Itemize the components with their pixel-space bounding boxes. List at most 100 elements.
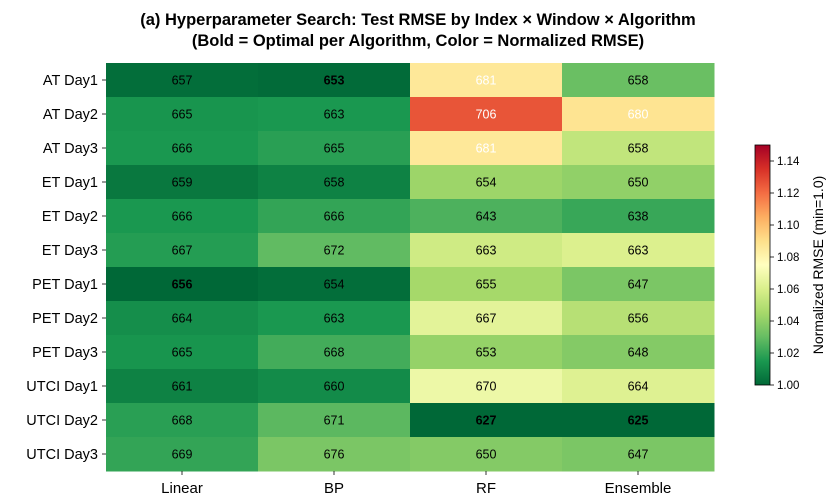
cell-value-label: 664	[628, 380, 649, 394]
colorbar-tick-label: 1.04	[777, 316, 800, 328]
row-label: UTCI Day2	[26, 413, 98, 429]
cell-value-label: 650	[628, 176, 649, 190]
heatmap-cell	[562, 63, 715, 98]
cell-value-label: 655	[476, 278, 497, 292]
heatmap-cell	[106, 335, 259, 370]
cell-value-label: 666	[172, 210, 193, 224]
heatmap-cell	[562, 403, 715, 438]
colorbar-tick-label: 1.12	[777, 188, 799, 200]
heatmap-cell	[258, 267, 411, 302]
row-label: AT Day2	[43, 107, 98, 123]
row-label: AT Day1	[43, 73, 98, 89]
heatmap-cell	[258, 403, 411, 438]
heatmap-cell	[106, 437, 259, 472]
colorbar-tick-label: 1.10	[777, 220, 799, 232]
cell-value-label: 668	[324, 346, 345, 360]
heatmap-cell	[562, 267, 715, 302]
heatmap-cell	[562, 335, 715, 370]
heatmap-cell	[562, 131, 715, 166]
cell-value-label: 656	[172, 278, 193, 292]
column-labels: Linear BP RF Ensemble	[161, 471, 671, 497]
heatmap-cell	[410, 165, 563, 200]
chart-title: (a) Hyperparameter Search: Test RMSE by …	[140, 11, 695, 29]
cell-value-label: 669	[172, 448, 193, 462]
heatmap-cell	[410, 369, 563, 404]
heatmap-cell	[410, 301, 563, 336]
cell-value-label: 647	[628, 448, 649, 462]
cell-value-label: 661	[172, 380, 193, 394]
heatmap-cell	[258, 369, 411, 404]
heatmap-cells: 657 653 681 658 665 663 706 680 666 665 681 658 659 6…	[106, 63, 715, 472]
heatmap-cell	[258, 63, 411, 98]
cell-value-label: 625	[628, 414, 649, 428]
heatmap-cell	[106, 97, 259, 132]
cell-value-label: 656	[628, 312, 649, 326]
column-label: Linear	[161, 480, 203, 497]
cell-value-label: 627	[476, 414, 497, 428]
cell-value-label: 657	[172, 74, 193, 88]
heatmap-cell	[106, 199, 259, 234]
cell-value-label: 653	[324, 74, 345, 88]
row-label: UTCI Day3	[26, 447, 98, 463]
heatmap-cell	[410, 131, 563, 166]
cell-value-label: 658	[324, 176, 345, 190]
colorbar-tick-label: 1.02	[777, 348, 799, 360]
cell-value-label: 680	[628, 108, 649, 122]
heatmap-cell	[258, 165, 411, 200]
cell-value-label: 667	[172, 244, 193, 258]
cell-value-label: 665	[172, 346, 193, 360]
heatmap-cell	[106, 131, 259, 166]
cell-value-label: 681	[476, 74, 497, 88]
cell-value-label: 676	[324, 448, 345, 462]
cell-value-label: 663	[324, 312, 345, 326]
cell-value-label: 671	[324, 414, 345, 428]
colorbar-tick-label: 1.14	[777, 156, 800, 168]
heatmap-cell	[410, 63, 563, 98]
heatmap-cell	[106, 369, 259, 404]
row-label: PET Day1	[32, 277, 98, 293]
cell-value-label: 666	[324, 210, 345, 224]
row-label: ET Day1	[42, 175, 98, 191]
heatmap-cell	[258, 335, 411, 370]
heatmap-cell	[562, 369, 715, 404]
heatmap-cell	[410, 437, 563, 472]
colorbar-ticks: 1.00 1.02 1.04 1.06 1.08 1.10 1.12 1.14	[770, 156, 800, 392]
cell-value-label: 666	[172, 142, 193, 156]
column-label: RF	[476, 480, 496, 497]
heatmap-cell	[106, 267, 259, 302]
heatmap-cell	[410, 233, 563, 268]
colorbar-tick-label: 1.08	[777, 252, 799, 264]
heatmap-cell	[106, 301, 259, 336]
heatmap-cell	[562, 97, 715, 132]
column-label: BP	[324, 480, 344, 497]
heatmap-cell	[562, 165, 715, 200]
cell-value-label: 638	[628, 210, 649, 224]
row-label: PET Day3	[32, 345, 98, 361]
cell-value-label: 667	[476, 312, 497, 326]
heatmap-cell	[258, 233, 411, 268]
cell-value-label: 681	[476, 142, 497, 156]
cell-value-label: 672	[324, 244, 345, 258]
cell-value-label: 647	[628, 278, 649, 292]
heatmap-cell	[562, 301, 715, 336]
heatmap-cell	[106, 233, 259, 268]
heatmap-cell	[410, 403, 563, 438]
heatmap-cell	[258, 97, 411, 132]
row-label: PET Day2	[32, 311, 98, 327]
heatmap-cell	[410, 199, 563, 234]
cell-value-label: 664	[172, 312, 193, 326]
cell-value-label: 654	[324, 278, 345, 292]
heatmap-cell	[410, 267, 563, 302]
heatmap-cell	[258, 131, 411, 166]
heatmap-cell	[106, 403, 259, 438]
heatmap-cell	[410, 335, 563, 370]
cell-value-label: 660	[324, 380, 345, 394]
cell-value-label: 654	[476, 176, 497, 190]
heatmap-cell	[562, 233, 715, 268]
heatmap-cell	[106, 63, 259, 98]
heatmap-cell	[410, 97, 563, 132]
cell-value-label: 659	[172, 176, 193, 190]
row-labels: AT Day1 AT Day2 AT Day3 ET Day1 ET Day2 ET Da…	[26, 73, 106, 463]
cell-value-label: 665	[172, 108, 193, 122]
colorbar	[754, 144, 771, 386]
